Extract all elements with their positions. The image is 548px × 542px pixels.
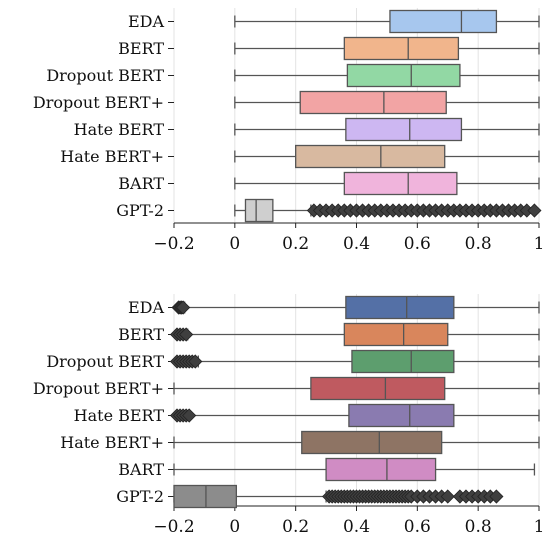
x-tick-label-4: 0.6 bbox=[404, 517, 431, 537]
box-row-hate-bert-plus: Hate BERT+ bbox=[60, 430, 540, 455]
box-row-dropout-bert: Dropout BERT bbox=[46, 349, 540, 374]
x-tick-label-3: 0.4 bbox=[343, 517, 370, 537]
box-gpt-2 bbox=[244, 198, 274, 223]
box-bart bbox=[343, 171, 458, 196]
box-row-gpt-2: GPT-2 bbox=[116, 198, 542, 223]
box-row-gpt-2: GPT-2 bbox=[116, 484, 504, 509]
category-label-hate-bert-plus: Hate BERT+ bbox=[60, 147, 164, 166]
x-tick-label-2: 0.2 bbox=[282, 234, 309, 254]
category-label-hate-bert: Hate BERT bbox=[74, 406, 165, 425]
x-tick-label-6: 1 bbox=[534, 234, 545, 254]
category-label-bart: BART bbox=[118, 174, 164, 193]
box-dropout-bert bbox=[351, 349, 455, 374]
box-dropout-bert-plus bbox=[310, 376, 446, 401]
box-row-bart: BART bbox=[118, 171, 540, 196]
category-label-gpt-2: GPT-2 bbox=[116, 487, 164, 506]
category-label-bart: BART bbox=[118, 460, 164, 479]
box-row-dropout-bert-plus: Dropout BERT+ bbox=[33, 90, 540, 115]
x-tick-label-2: 0.2 bbox=[282, 517, 309, 537]
outlier-marker-gpt-2-33 bbox=[440, 489, 455, 504]
category-label-eda: EDA bbox=[128, 298, 165, 317]
x-tick-label-4: 0.6 bbox=[404, 234, 431, 254]
box-bert bbox=[343, 36, 460, 61]
category-label-gpt-2: GPT-2 bbox=[116, 201, 164, 220]
box-row-bert: BERT bbox=[118, 322, 540, 347]
category-label-hate-bert: Hate BERT bbox=[74, 120, 165, 139]
outlier-marker-hate-bert-4 bbox=[182, 408, 197, 423]
box-hate-bert bbox=[345, 117, 463, 142]
outlier-marker-dropout-bert-6 bbox=[188, 354, 203, 369]
x-tick-label-5: 0.8 bbox=[465, 517, 492, 537]
category-label-hate-bert-plus: Hate BERT+ bbox=[60, 433, 164, 452]
box-bart bbox=[325, 457, 437, 482]
box-eda bbox=[389, 9, 498, 34]
x-tick-label-6: 1 bbox=[534, 517, 545, 537]
outlier-marker-gpt-2-40 bbox=[489, 489, 504, 504]
category-label-eda: EDA bbox=[128, 12, 165, 31]
box-gpt-2 bbox=[173, 484, 238, 509]
category-label-dropout-bert: Dropout BERT bbox=[46, 66, 164, 85]
outlier-marker-eda-3 bbox=[176, 300, 191, 315]
box-row-hate-bert: Hate BERT bbox=[74, 403, 540, 428]
x-tick-label-3: 0.4 bbox=[343, 234, 370, 254]
outlier-marker-gpt-2-36 bbox=[527, 203, 542, 218]
box-hate-bert-plus bbox=[301, 430, 443, 455]
box-row-hate-bert-plus: Hate BERT+ bbox=[60, 144, 540, 169]
box-dropout-bert-plus bbox=[299, 90, 447, 115]
box-dropout-bert bbox=[346, 63, 461, 88]
box-hate-bert bbox=[348, 403, 455, 428]
box-row-eda: EDA bbox=[128, 295, 540, 320]
box-eda bbox=[345, 295, 455, 320]
box-bert bbox=[343, 322, 449, 347]
x-tick-label-0: −0.2 bbox=[153, 517, 194, 537]
category-label-bert: BERT bbox=[118, 39, 164, 58]
x-tick-label-0: −0.2 bbox=[153, 234, 194, 254]
box-hate-bert-plus bbox=[295, 144, 446, 169]
category-label-bert: BERT bbox=[118, 325, 164, 344]
top-boxplot-panel: −0.2 0 0.2 0.4 0.6 0.8 1 EDA BERT Dropout BERT Dro… bbox=[33, 8, 545, 254]
bottom-boxplot-panel: −0.2 0 0.2 0.4 0.6 0.8 1 EDA BERT Dropout BERT Dro… bbox=[33, 294, 545, 537]
box-row-bart: BART bbox=[118, 457, 536, 482]
x-tick-label-5: 0.8 bbox=[465, 234, 492, 254]
box-row-eda: EDA bbox=[128, 9, 540, 34]
outlier-marker-bert-3 bbox=[179, 327, 194, 342]
box-row-dropout-bert: Dropout BERT bbox=[46, 63, 540, 88]
x-tick-label-1: 0 bbox=[229, 234, 240, 254]
box-row-bert: BERT bbox=[118, 36, 540, 61]
category-label-dropout-bert: Dropout BERT bbox=[46, 352, 164, 371]
category-label-dropout-bert-plus: Dropout BERT+ bbox=[33, 93, 164, 112]
box-row-dropout-bert-plus: Dropout BERT+ bbox=[33, 376, 540, 401]
box-row-hate-bert: Hate BERT bbox=[74, 117, 540, 142]
x-tick-label-1: 0 bbox=[229, 517, 240, 537]
category-label-dropout-bert-plus: Dropout BERT+ bbox=[33, 379, 164, 398]
